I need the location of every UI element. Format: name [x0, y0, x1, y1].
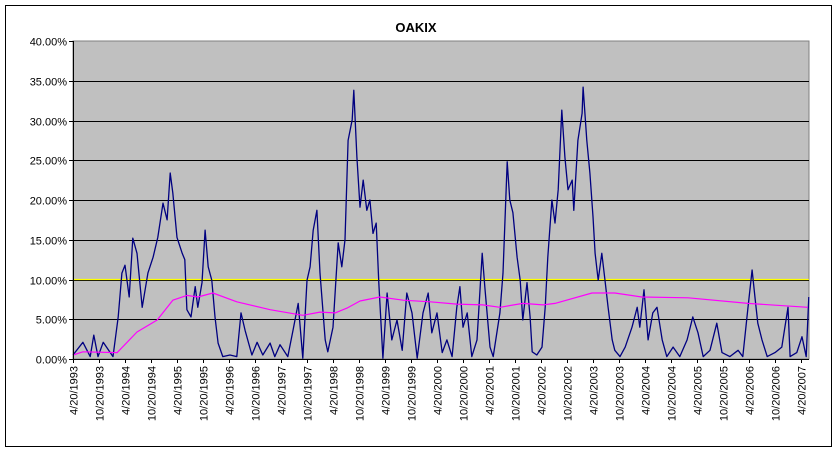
x-tick-label: 4/20/1997	[277, 366, 289, 415]
x-tick-label: 4/20/2000	[433, 366, 445, 415]
y-tick-label: 5.00%	[36, 315, 67, 327]
chart-title: OAKIX	[395, 20, 437, 35]
x-tick-label: 4/20/2003	[589, 366, 601, 415]
x-tick-label: 4/20/1993	[69, 366, 81, 415]
y-tick-label: 40.00%	[30, 37, 68, 49]
x-tick-label: 10/20/2003	[615, 366, 627, 421]
y-axis-tick-labels: 0.00% 5.00% 10.00% 15.00% 20.00% 25.00% 30.00%…	[30, 37, 68, 367]
x-tick-label: 4/20/1999	[381, 366, 393, 415]
x-tick-label: 10/20/1997	[303, 366, 315, 421]
y-tick-label: 30.00%	[30, 117, 68, 129]
x-tick-label: 4/20/2006	[745, 366, 757, 415]
x-tick-label: 10/20/1993	[95, 366, 107, 421]
series-line-oakix	[72, 86, 810, 359]
x-tick-label: 4/20/2004	[641, 366, 653, 415]
x-tick-label: 4/20/2007	[797, 366, 809, 415]
x-tick-label: 10/20/2005	[719, 366, 731, 421]
axes	[69, 41, 809, 363]
x-tick-label: 10/20/2001	[511, 366, 523, 421]
x-tick-label: 4/20/1998	[329, 366, 341, 415]
x-axis-tick-labels: 4/20/1993 10/20/1993 4/20/1994 10/20/1994 4/…	[69, 366, 809, 421]
y-tick-label: 35.00%	[30, 77, 68, 89]
x-tick-label: 10/20/2002	[563, 366, 575, 421]
x-tick-label: 10/20/2004	[667, 366, 679, 421]
y-tick-label: 25.00%	[30, 156, 68, 168]
x-tick-label: 4/20/2001	[485, 366, 497, 415]
x-tick-label: 4/20/1995	[173, 366, 185, 415]
series-group	[72, 86, 810, 359]
series-line-moving-average	[72, 292, 808, 356]
x-tick-label: 10/20/2006	[771, 366, 783, 421]
y-tick-label: 15.00%	[30, 236, 68, 248]
gridlines	[73, 81, 809, 320]
y-tick-label: 0.00%	[36, 355, 67, 367]
x-tick-label: 4/20/2002	[537, 366, 549, 415]
x-tick-label: 10/20/1996	[251, 366, 263, 421]
x-tick-label: 10/20/1995	[199, 366, 211, 421]
x-tick-label: 10/20/1994	[147, 366, 159, 421]
x-tick-label: 4/20/1996	[225, 366, 237, 415]
x-tick-label: 4/20/2005	[693, 366, 705, 415]
x-tick-label: 10/20/2000	[459, 366, 471, 421]
y-tick-label: 10.00%	[30, 276, 68, 288]
x-tick-label: 10/20/1998	[355, 366, 367, 421]
x-tick-label: 4/20/1994	[121, 366, 133, 415]
y-tick-label: 20.00%	[30, 196, 68, 208]
x-tick-label: 10/20/1999	[407, 366, 419, 421]
